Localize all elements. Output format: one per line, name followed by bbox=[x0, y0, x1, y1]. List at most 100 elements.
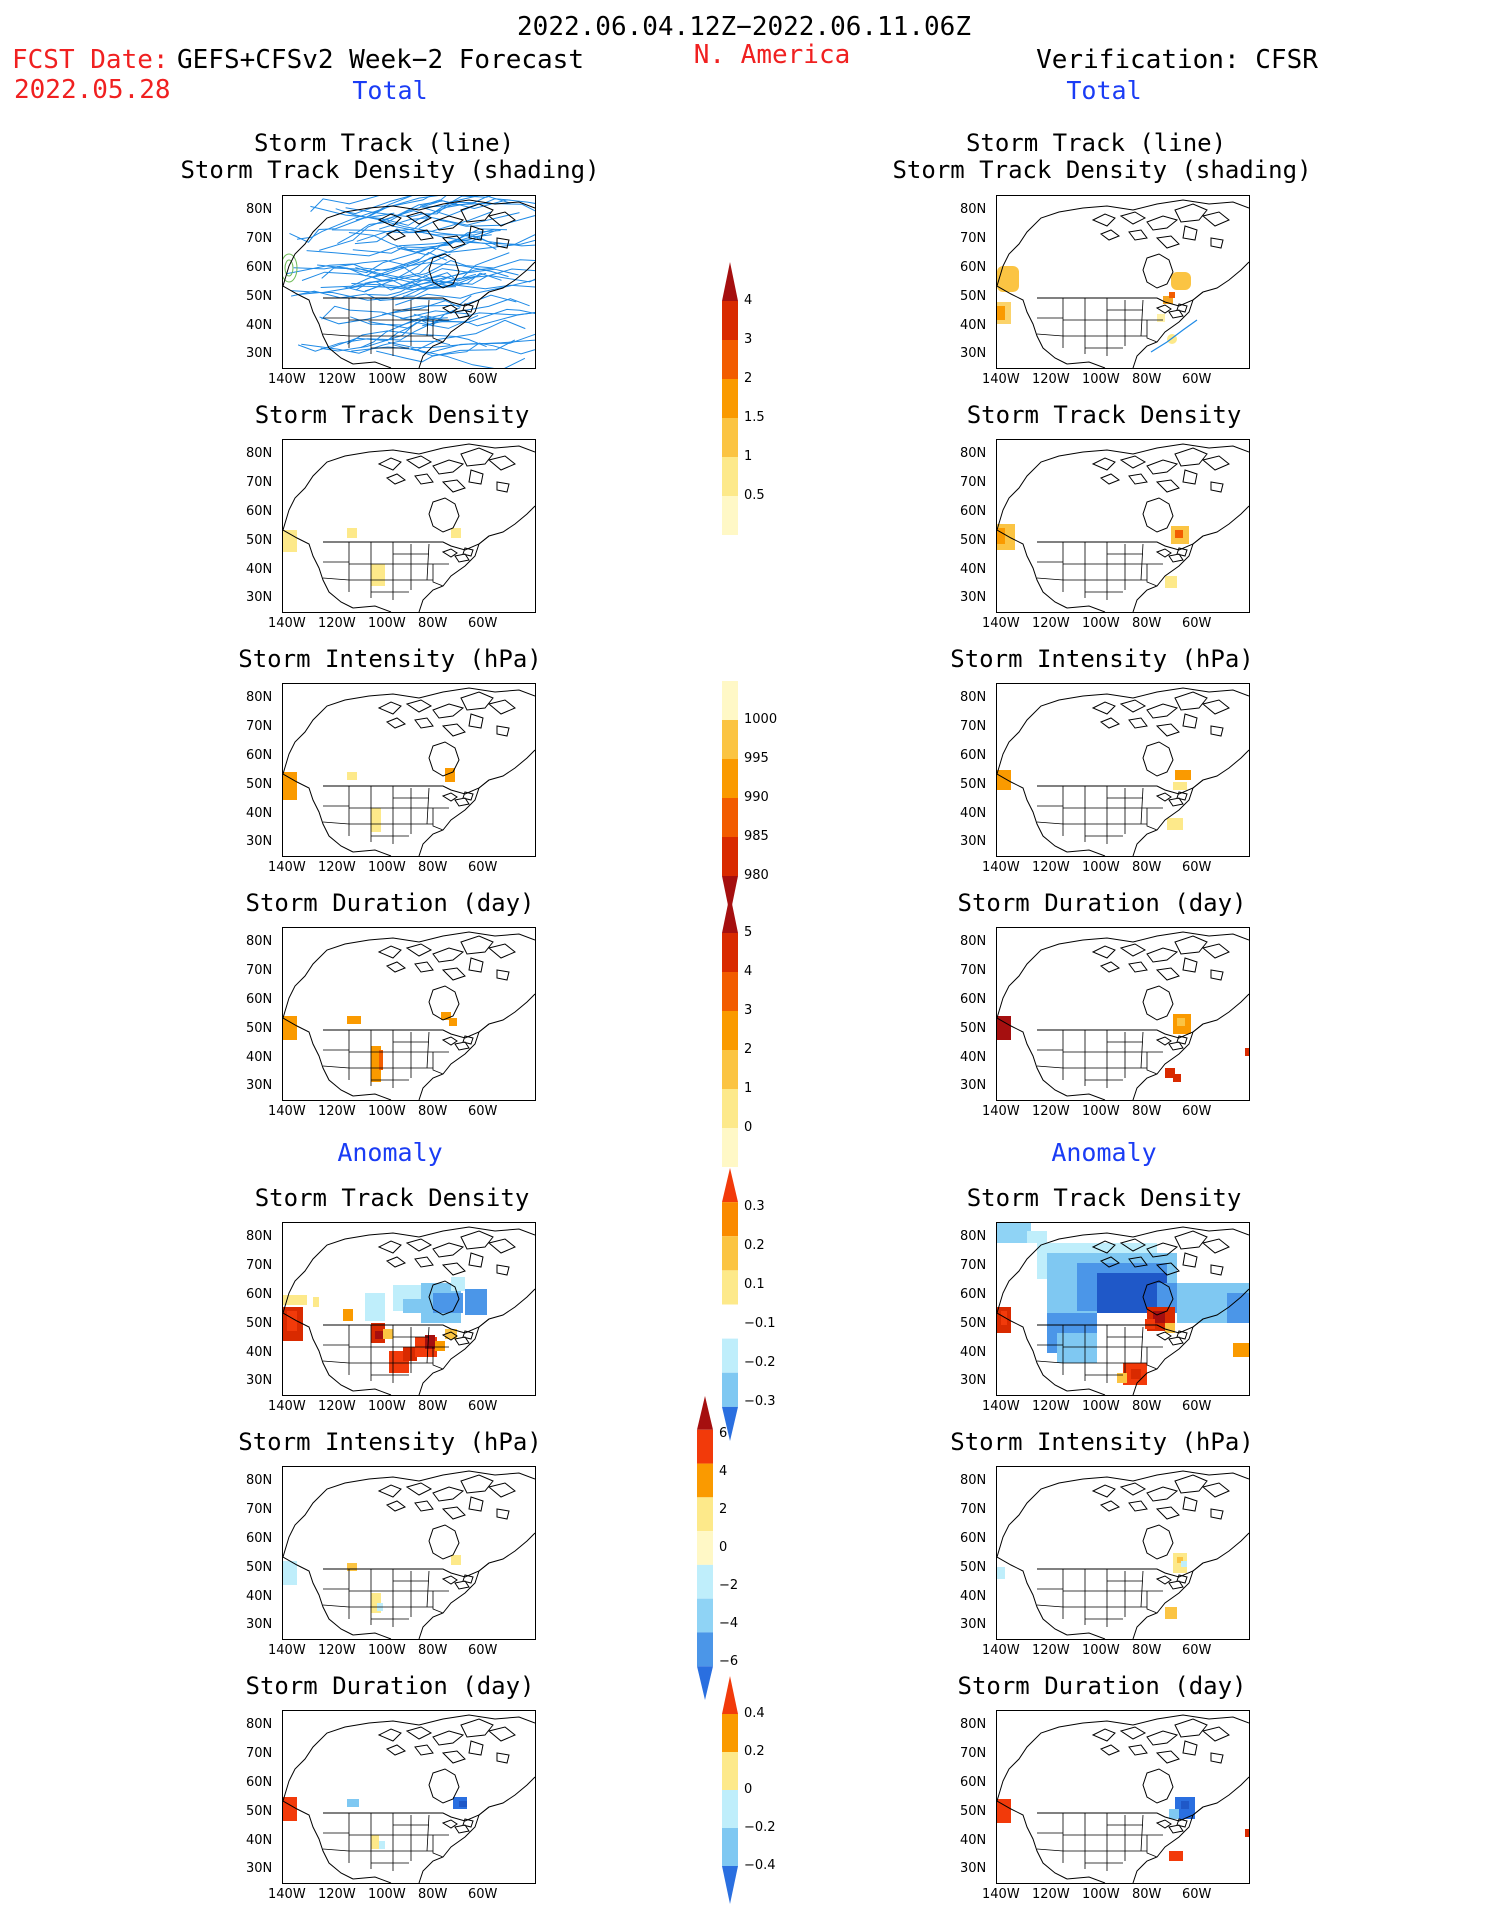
shading-cell bbox=[365, 1293, 385, 1321]
lat-label: 50N bbox=[960, 1804, 987, 1819]
map-canvas bbox=[283, 687, 535, 856]
lat-label: 50N bbox=[960, 777, 987, 792]
lat-label: 40N bbox=[960, 1050, 987, 1065]
colorbar-segment bbox=[722, 1236, 738, 1271]
lat-label: 30N bbox=[246, 834, 273, 849]
shading-cell bbox=[425, 1335, 435, 1349]
lat-label: 30N bbox=[246, 1861, 273, 1876]
shading-cell bbox=[997, 1799, 1011, 1823]
lat-label: 50N bbox=[246, 533, 273, 548]
lon-label: 120W bbox=[318, 860, 356, 875]
lon-label: 100W bbox=[1082, 1643, 1120, 1658]
shading-cell bbox=[1131, 1369, 1141, 1379]
shading-cell bbox=[371, 1593, 381, 1613]
fcst-date-value: 2022.05.28 bbox=[14, 75, 171, 105]
title-intensity-l: Storm Intensity (hPa) bbox=[238, 645, 542, 673]
lat-label: 60N bbox=[960, 748, 987, 763]
lat-label: 80N bbox=[246, 690, 273, 705]
lon-label: 60W bbox=[1182, 1887, 1212, 1902]
lon-label: 140W bbox=[982, 860, 1020, 875]
lat-label: 30N bbox=[246, 346, 273, 361]
lat-label: 80N bbox=[960, 1229, 987, 1244]
lon-label: 140W bbox=[982, 372, 1020, 387]
lat-label: 40N bbox=[960, 1345, 987, 1360]
shading-cell bbox=[383, 1329, 393, 1339]
shading-cell bbox=[441, 1012, 451, 1020]
title-anom-intensity-l: Storm Intensity (hPa) bbox=[238, 1428, 542, 1456]
colorbar-label: 0.2 bbox=[744, 1238, 765, 1253]
colorbar-label: 0.1 bbox=[744, 1277, 765, 1292]
shading-cell bbox=[997, 266, 1019, 292]
lon-label: 100W bbox=[1082, 372, 1120, 387]
shading-cell bbox=[371, 1835, 379, 1849]
coastline bbox=[997, 687, 1249, 856]
lon-label: 140W bbox=[268, 616, 306, 631]
colorbar-label: 0.4 bbox=[744, 1706, 765, 1721]
shading-cell bbox=[435, 1341, 445, 1351]
map-canvas bbox=[997, 687, 1249, 856]
shading-cell bbox=[1245, 1048, 1249, 1056]
lat-label: 70N bbox=[960, 1746, 987, 1761]
colorbar-segment bbox=[722, 1828, 738, 1866]
lon-label: 80W bbox=[418, 616, 448, 631]
lon-label: 120W bbox=[1032, 860, 1070, 875]
lon-label: 100W bbox=[368, 1643, 406, 1658]
lat-label: 40N bbox=[246, 562, 273, 577]
title-anom-density-r: Storm Track Density bbox=[966, 1184, 1242, 1212]
lat-label: 80N bbox=[960, 1473, 987, 1488]
colorbar-segment bbox=[722, 759, 738, 798]
shading-cell bbox=[313, 1297, 319, 1307]
coastline bbox=[283, 443, 535, 612]
lat-label: 60N bbox=[246, 992, 273, 1007]
colorbar-segment bbox=[722, 1866, 738, 1904]
lon-label: 100W bbox=[1082, 616, 1120, 631]
map-panel-intensity-left bbox=[282, 683, 536, 857]
lon-label: 140W bbox=[982, 1887, 1020, 1902]
shading-cell bbox=[997, 306, 1005, 320]
map-canvas bbox=[997, 1223, 1249, 1395]
shading-cell bbox=[1177, 1018, 1185, 1026]
title-duration-r: Storm Duration (day) bbox=[957, 889, 1247, 917]
lat-label: 40N bbox=[246, 1833, 273, 1848]
colorbar-segment bbox=[697, 1497, 713, 1532]
title-density-r: Storm Track Density bbox=[966, 401, 1242, 429]
lat-label: 70N bbox=[246, 231, 273, 246]
lon-label: 80W bbox=[418, 372, 448, 387]
lat-label: 50N bbox=[960, 1021, 987, 1036]
lat-label: 80N bbox=[246, 446, 273, 461]
map-panel-duration-right bbox=[996, 927, 1250, 1101]
colorbar-segment bbox=[722, 1168, 738, 1203]
lon-label: 120W bbox=[318, 1887, 356, 1902]
shading-cell bbox=[445, 768, 455, 782]
shading-cell bbox=[451, 1277, 465, 1291]
shading-cell bbox=[445, 1329, 457, 1339]
title-storm-track-r2: Storm Track Density (shading) bbox=[892, 156, 1312, 184]
map-panel-anom-duration-right bbox=[996, 1710, 1250, 1884]
lat-label: 80N bbox=[246, 1717, 273, 1732]
lon-label: 80W bbox=[1132, 1104, 1162, 1119]
lon-label: 100W bbox=[1082, 1887, 1120, 1902]
lon-label: 80W bbox=[418, 1643, 448, 1658]
colorbar-label: 4 bbox=[719, 1464, 728, 1479]
colorbar-label: −0.2 bbox=[744, 1355, 776, 1370]
title-anom-duration-l: Storm Duration (day) bbox=[245, 1672, 535, 1700]
shading-cell bbox=[283, 530, 297, 552]
lon-label: 120W bbox=[1032, 616, 1070, 631]
map-canvas bbox=[283, 1470, 535, 1639]
title-duration-l: Storm Duration (day) bbox=[245, 889, 535, 917]
shading-cell bbox=[379, 1841, 385, 1849]
coastline bbox=[283, 1226, 535, 1395]
colorbar-segment bbox=[722, 1011, 738, 1050]
lat-label: 60N bbox=[246, 1775, 273, 1790]
colorbar-segment bbox=[722, 720, 738, 759]
colorbar-label: 985 bbox=[744, 829, 769, 844]
region-label: N. America bbox=[693, 40, 851, 70]
map-canvas bbox=[997, 443, 1249, 612]
lon-label: 100W bbox=[1082, 860, 1120, 875]
lon-label: 80W bbox=[1132, 1887, 1162, 1902]
shading-cell bbox=[1169, 292, 1175, 298]
colorbar-segment bbox=[722, 301, 738, 340]
lon-label: 120W bbox=[1032, 1399, 1070, 1414]
colorbar-segment bbox=[697, 1598, 713, 1633]
colorbar-label: 2 bbox=[744, 371, 753, 386]
